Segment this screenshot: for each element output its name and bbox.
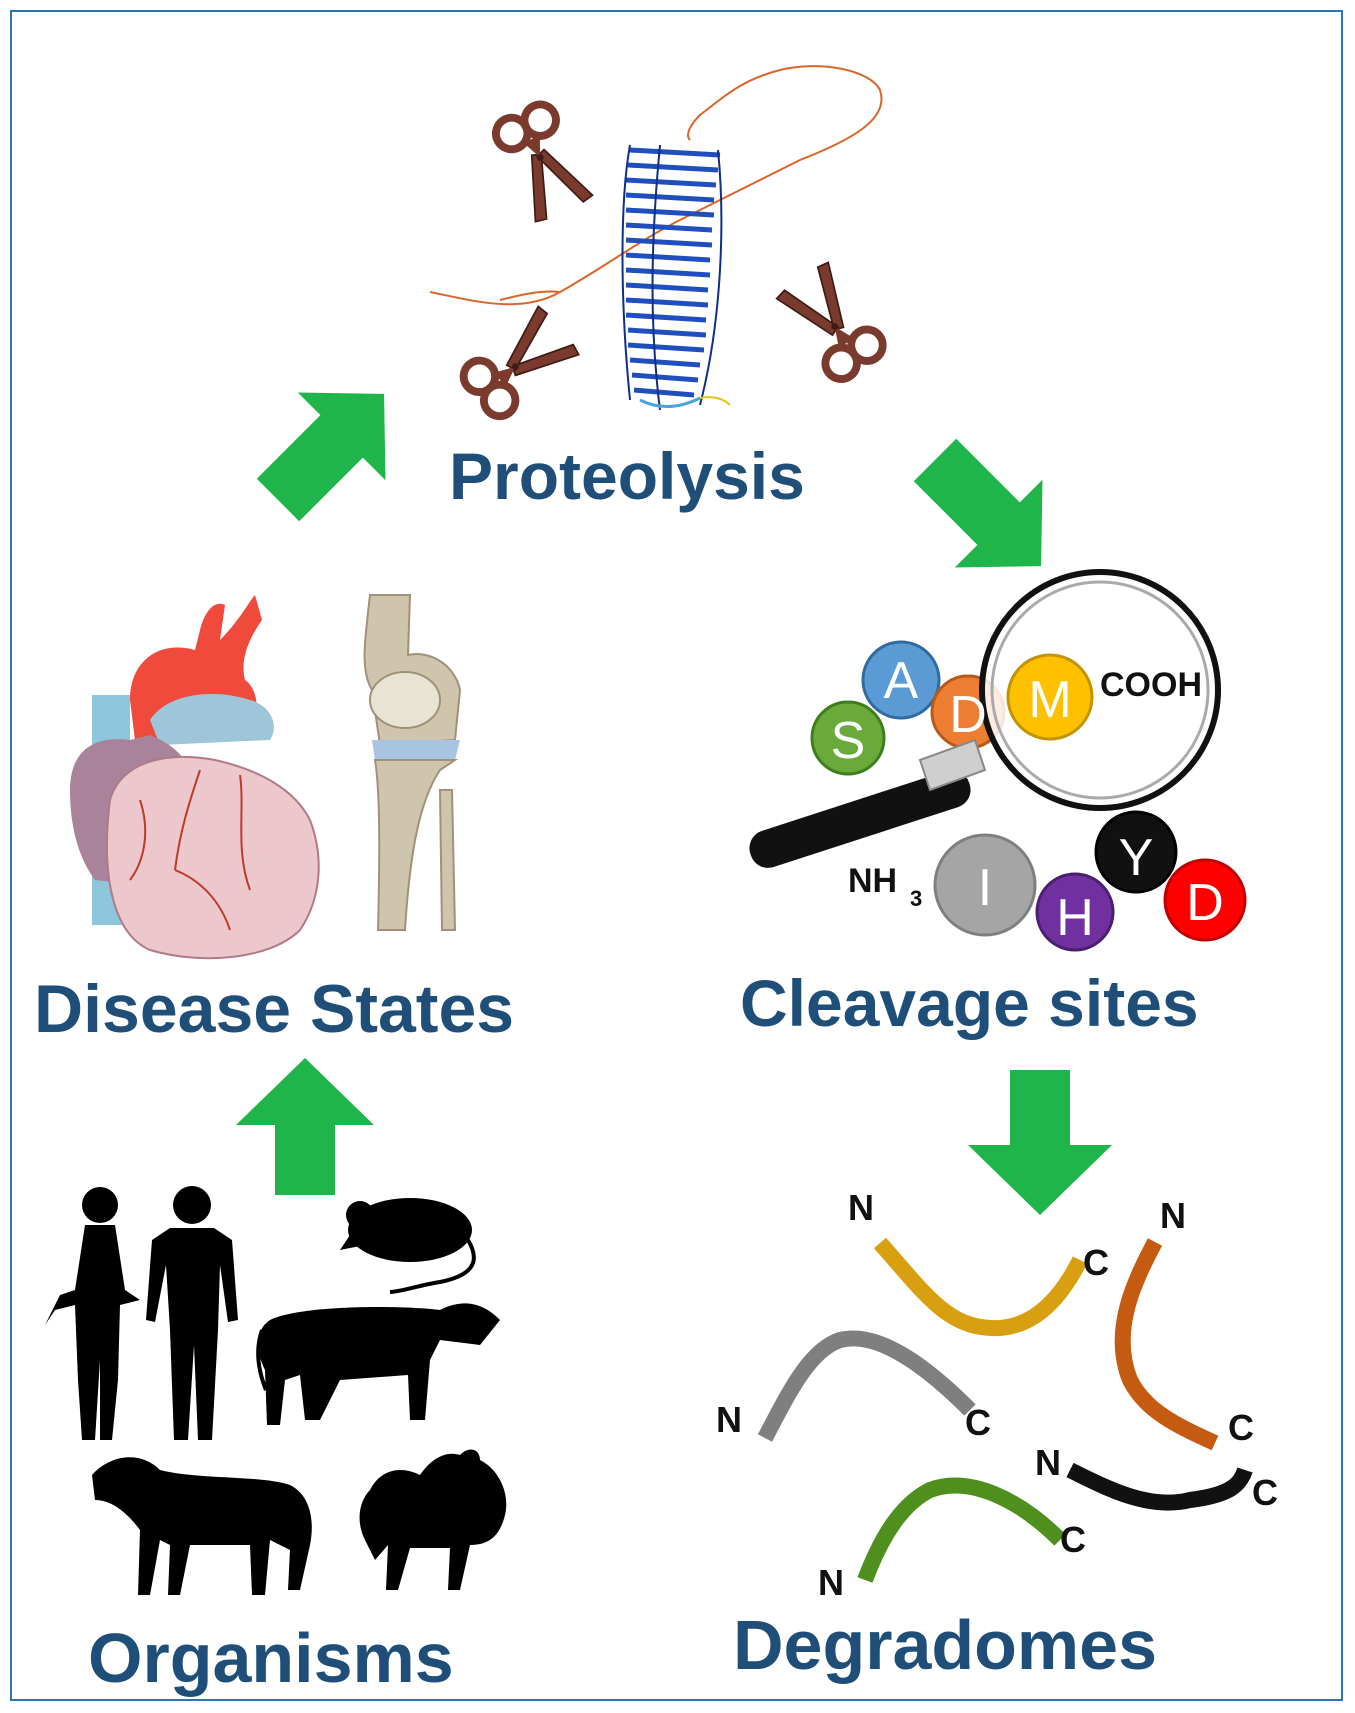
proteolysis-title: Proteolysis [449, 439, 805, 513]
disease-states-title: Disease States [34, 971, 515, 1047]
residue-h [1035, 872, 1115, 952]
fragment-n-label: N [848, 1187, 874, 1228]
degradome-fragments [757, 1237, 1253, 1583]
residue-y-label: Y [1119, 829, 1154, 887]
arrow-up-icon [236, 1058, 374, 1195]
residue-m [1006, 653, 1094, 741]
fragment-c-label: C [1060, 1519, 1086, 1560]
organism-silhouettes [45, 1186, 507, 1595]
residue-d-label: D [949, 686, 987, 744]
residue-m-label: M [1028, 671, 1071, 729]
residue-a-label: A [884, 652, 919, 710]
heart-illustration [70, 595, 320, 960]
residue-d2-label: D [1186, 874, 1224, 932]
fragment-n-label: N [716, 1399, 742, 1440]
arrow-down-icon [968, 1070, 1112, 1215]
cleavage-site-illustration [749, 569, 1247, 952]
residue-s [810, 700, 886, 776]
residue-s-label: S [831, 712, 866, 770]
mouse-silhouette [340, 1198, 476, 1294]
residue-i-label: I [978, 859, 992, 917]
nh-label: NH [848, 862, 897, 900]
fragment-n-label: N [1035, 1442, 1061, 1483]
arrow-down-right-icon [913, 438, 1043, 568]
cooh-label: COOH [1100, 666, 1202, 704]
scissors-icon [491, 99, 594, 224]
fragment-c-label: C [1228, 1407, 1254, 1448]
scissors-icon [457, 305, 580, 423]
human-male-silhouette [146, 1186, 238, 1440]
fragment-n-label: N [818, 1562, 844, 1603]
human-female-silhouette [45, 1187, 140, 1440]
cow-silhouette [256, 1303, 500, 1425]
horse-silhouette [92, 1457, 312, 1595]
cleavage-sites-title: Cleavage sites [740, 966, 1199, 1040]
knee-illustration [363, 594, 462, 931]
residue-a [861, 640, 941, 720]
fragment-c-label: C [1083, 1242, 1109, 1283]
pig-silhouette [359, 1449, 507, 1590]
fragment-c-label: C [965, 1402, 991, 1443]
nh-subscript: 3 [910, 886, 922, 911]
scissors-icon [775, 261, 889, 386]
arrow-up-right-icon [256, 392, 386, 522]
degradomes-title: Degradomes [733, 1606, 1158, 1684]
fragment-c-label: C [1252, 1472, 1278, 1513]
organisms-title: Organisms [88, 1619, 454, 1697]
figure-frame [10, 10, 1343, 1701]
magnifier-lens [979, 569, 1221, 811]
protein-structure-illustration [429, 65, 883, 411]
residue-h-label: H [1056, 889, 1094, 947]
residue-y [1094, 810, 1178, 894]
residue-i [933, 833, 1037, 937]
residue-d2 [1163, 858, 1247, 942]
fragment-n-label: N [1160, 1195, 1186, 1236]
